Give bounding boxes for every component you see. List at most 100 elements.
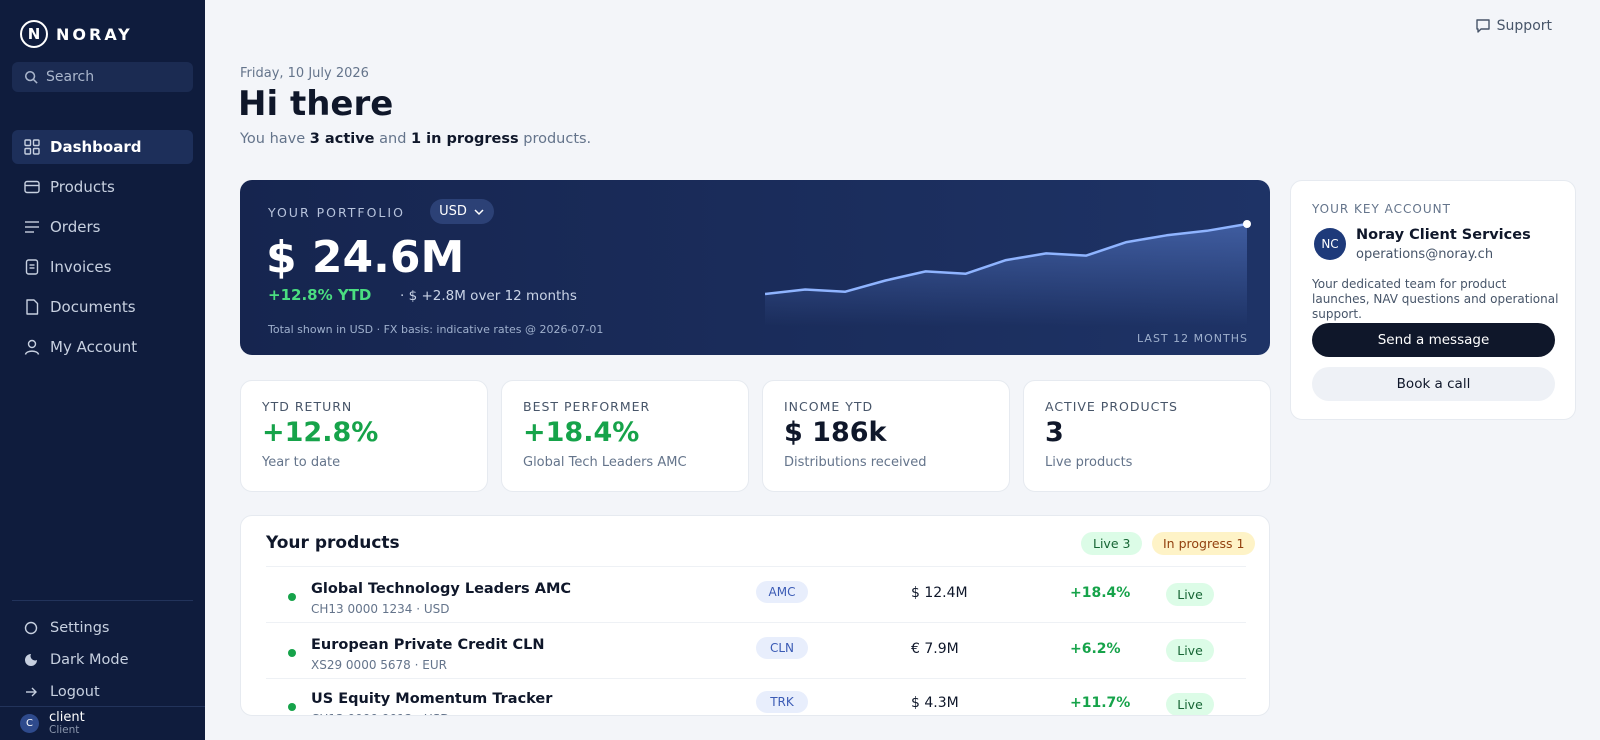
main-nav: Dashboard Products Orders Invoices Docum… bbox=[12, 130, 193, 370]
stat-subtitle: Global Tech Leaders AMC bbox=[523, 455, 687, 470]
product-performance: +18.4% bbox=[1070, 585, 1131, 601]
page-title: Hi there bbox=[238, 84, 394, 124]
chart-period: LAST 12 MONTHS bbox=[1137, 332, 1248, 345]
nav-label: Orders bbox=[50, 218, 101, 236]
key-account-card: YOUR KEY ACCOUNT NC Noray Client Service… bbox=[1290, 180, 1576, 420]
currency-select[interactable]: USD bbox=[430, 199, 494, 224]
status-dot bbox=[288, 649, 296, 657]
in-progress-count-badge[interactable]: In progress 1 bbox=[1152, 532, 1256, 555]
logo-mark: N bbox=[20, 20, 48, 48]
portfolio-sparkline bbox=[765, 220, 1251, 326]
key-account-label: YOUR KEY ACCOUNT bbox=[1312, 202, 1451, 216]
key-account-name: Noray Client Services bbox=[1356, 227, 1531, 243]
summary-pre: You have bbox=[240, 131, 310, 147]
product-summary: You have 3 active and 1 in progress prod… bbox=[240, 131, 591, 147]
key-account-description: Your dedicated team for product launches… bbox=[1312, 277, 1559, 321]
nav-item-my-account[interactable]: My Account bbox=[12, 330, 193, 364]
grid-icon bbox=[24, 139, 40, 155]
current-date: Friday, 10 July 2026 bbox=[240, 66, 369, 81]
invoice-icon bbox=[25, 259, 39, 275]
moon-icon bbox=[25, 654, 37, 666]
stat-card-active-products: ACTIVE PRODUCTS 3 Live products bbox=[1023, 380, 1271, 492]
settings-icon bbox=[24, 621, 38, 635]
stat-label: YTD RETURN bbox=[262, 399, 353, 414]
stat-card-best-performer: BEST PERFORMER +18.4% Global Tech Leader… bbox=[501, 380, 749, 492]
product-isin: CH13 0000 9012 · USD bbox=[311, 712, 449, 715]
nav-item-orders[interactable]: Orders bbox=[12, 210, 193, 244]
product-name: Global Technology Leaders AMC bbox=[311, 581, 572, 597]
product-name: US Equity Momentum Tracker bbox=[311, 691, 553, 707]
user-name: client bbox=[49, 710, 85, 725]
live-count-badge[interactable]: Live 3 bbox=[1081, 532, 1143, 555]
stat-value: +12.8% bbox=[262, 417, 379, 448]
status-badge: Live bbox=[1166, 693, 1214, 715]
product-type-badge: CLN bbox=[756, 637, 808, 659]
product-type-badge: AMC bbox=[756, 581, 808, 603]
summary-mid: and bbox=[374, 131, 412, 147]
user-profile[interactable]: C client Client bbox=[0, 706, 205, 740]
currency-value: USD bbox=[439, 204, 467, 219]
arrow-right-icon bbox=[26, 687, 37, 697]
table-row[interactable]: European Private Credit CLN XS29 0000 56… bbox=[266, 623, 1246, 679]
card-icon bbox=[24, 180, 40, 194]
settings-label: Settings bbox=[50, 620, 110, 636]
logout-link[interactable]: Logout bbox=[12, 676, 193, 708]
nav-item-dashboard[interactable]: Dashboard bbox=[12, 130, 193, 164]
divider bbox=[266, 566, 1246, 567]
support-link[interactable]: Support bbox=[1475, 18, 1552, 34]
logout-label: Logout bbox=[50, 684, 100, 700]
portfolio-delta: · $ +2.8M over 12 months bbox=[400, 288, 577, 304]
nav-item-products[interactable]: Products bbox=[12, 170, 193, 204]
stat-subtitle: Distributions received bbox=[784, 455, 927, 470]
product-isin: CH13 0000 1234 · USD bbox=[311, 602, 450, 616]
search-placeholder: Search bbox=[46, 69, 95, 85]
product-performance: +6.2% bbox=[1070, 641, 1121, 657]
search-icon bbox=[24, 70, 38, 84]
fx-note: Total shown in USD · FX basis: indicativ… bbox=[268, 323, 604, 336]
document-icon bbox=[26, 299, 39, 315]
chat-icon bbox=[1475, 19, 1490, 33]
nav-item-invoices[interactable]: Invoices bbox=[12, 250, 193, 284]
summary-active: 3 active bbox=[309, 131, 375, 147]
nav-label: My Account bbox=[50, 338, 138, 356]
search-input[interactable]: Search bbox=[12, 62, 193, 92]
status-dot bbox=[288, 593, 296, 601]
send-message-button[interactable]: Send a message bbox=[1312, 323, 1555, 357]
sidebar-divider bbox=[12, 600, 193, 601]
stat-card-income-ytd: INCOME YTD $ 186k Distributions received bbox=[762, 380, 1010, 492]
product-value: $ 4.3M bbox=[911, 695, 959, 711]
portfolio-ytd: +12.8% YTD bbox=[268, 286, 372, 304]
stat-label: BEST PERFORMER bbox=[523, 399, 651, 414]
products-card: Your products Live 3 In progress 1 Globa… bbox=[240, 515, 1270, 716]
portfolio-label: YOUR PORTFOLIO bbox=[268, 205, 405, 220]
user-role: Client bbox=[49, 724, 80, 736]
nav-item-documents[interactable]: Documents bbox=[12, 290, 193, 324]
nav-label: Dashboard bbox=[50, 138, 142, 156]
key-account-avatar: NC bbox=[1314, 228, 1346, 260]
nav-label: Products bbox=[50, 178, 115, 196]
table-row[interactable]: Global Technology Leaders AMC CH13 0000 … bbox=[266, 567, 1246, 623]
brand-logo[interactable]: N NORAY bbox=[20, 20, 133, 48]
sidebar-bottom: Settings Dark Mode Logout bbox=[12, 612, 193, 708]
sparkline-area bbox=[765, 224, 1247, 326]
settings-link[interactable]: Settings bbox=[12, 612, 193, 644]
key-account-email[interactable]: operations@noray.ch bbox=[1356, 247, 1494, 262]
sparkline-line bbox=[765, 222, 1248, 296]
book-call-button[interactable]: Book a call bbox=[1312, 367, 1555, 401]
table-row[interactable]: US Equity Momentum Tracker CH13 0000 901… bbox=[266, 677, 1246, 715]
chevron-down-icon bbox=[474, 208, 484, 215]
list-icon bbox=[25, 221, 39, 233]
stat-label: ACTIVE PRODUCTS bbox=[1045, 399, 1178, 414]
summary-post: products. bbox=[518, 131, 592, 147]
support-label: Support bbox=[1496, 18, 1552, 34]
dark-mode-label: Dark Mode bbox=[50, 652, 129, 668]
product-value: € 7.9M bbox=[911, 641, 959, 657]
stat-subtitle: Live products bbox=[1045, 455, 1133, 470]
user-info: client Client bbox=[49, 711, 85, 736]
product-performance: +11.7% bbox=[1070, 695, 1131, 711]
stat-value: 3 bbox=[1045, 417, 1064, 448]
nav-label: Invoices bbox=[50, 258, 112, 276]
stat-subtitle: Year to date bbox=[262, 455, 341, 470]
dark-mode-toggle[interactable]: Dark Mode bbox=[12, 644, 193, 676]
summary-progress: 1 in progress bbox=[411, 131, 519, 147]
